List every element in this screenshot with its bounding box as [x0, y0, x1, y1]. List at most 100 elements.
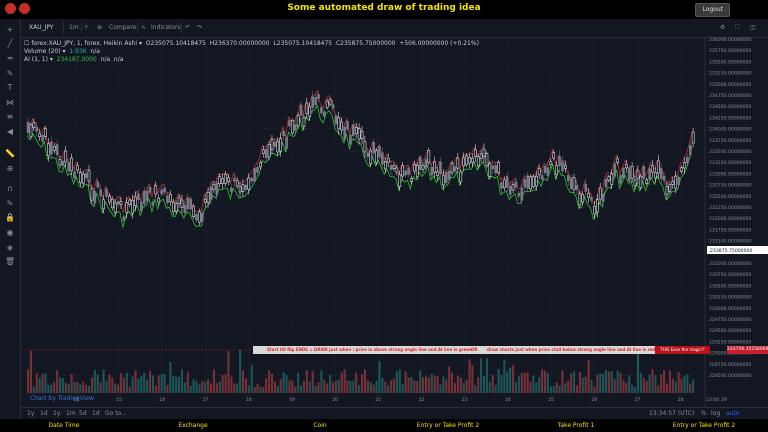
range-button[interactable]: 1y	[27, 410, 35, 417]
snapshot-icon[interactable]: ◫	[750, 24, 756, 31]
volume-bar	[424, 376, 427, 393]
candle-body	[526, 175, 529, 189]
volume-bar	[337, 379, 340, 393]
pattern-icon[interactable]: ⋈	[6, 98, 14, 107]
red-circle-icon[interactable]	[5, 3, 16, 14]
percent-toggle[interactable]: %	[701, 410, 707, 417]
candle-body	[424, 159, 428, 169]
logout-button[interactable]: Logout	[695, 3, 730, 17]
symbol-search[interactable]: XAU_JPY	[29, 24, 54, 31]
chart-type-icon[interactable]: ⫯	[85, 24, 88, 31]
trash-icon[interactable]: 🗑	[5, 257, 16, 266]
clock-display: 13:34:57 (UTC)	[649, 410, 695, 417]
candle-body	[471, 157, 474, 163]
lock-icon[interactable]: 🔒	[5, 213, 15, 222]
volume-bar	[180, 369, 184, 393]
log-toggle[interactable]: log	[711, 410, 721, 417]
arrow-icon[interactable]: ◀	[6, 127, 14, 136]
range-button[interactable]: 1d	[40, 410, 48, 417]
brush-icon[interactable]: ✎	[6, 69, 14, 78]
volume-bar	[384, 381, 387, 393]
text-icon[interactable]: T	[7, 83, 13, 92]
magnet-icon[interactable]: ∩	[7, 184, 13, 193]
candle-body	[84, 173, 88, 179]
candle-body	[569, 178, 573, 190]
crosshair-icon[interactable]: +	[6, 25, 14, 34]
lock-drawing-icon[interactable]: ✎	[6, 199, 14, 208]
volume-bar	[361, 374, 364, 393]
volume-legend[interactable]: Volume (20) ▾ 1.93K n/a	[24, 48, 100, 55]
goto-button[interactable]: Go to...	[105, 410, 127, 417]
volume-bar	[85, 384, 88, 393]
candle-body	[633, 179, 637, 186]
settings-icon[interactable]: ⚙	[720, 24, 726, 31]
price-tick-label: 236000.00000000	[709, 37, 751, 43]
volume-bar	[657, 385, 660, 393]
candle-body	[662, 175, 666, 181]
volume-bar	[128, 386, 131, 393]
volume-bar	[178, 377, 181, 393]
chart-widget[interactable]: + ╱ ═ ✎ T ⋈ ≡ ◀ 📏 ⊕ ∩ ✎ 🔒 ◉ ◈ 🗑 XAU_JPY …	[0, 19, 768, 419]
col-entry-tp2-b: Entry or Take Profit 2	[672, 422, 736, 429]
volume-bar	[186, 372, 189, 393]
candle-body	[459, 171, 463, 183]
volume-bar	[459, 377, 462, 393]
volume-bar	[273, 381, 276, 393]
volume-bar	[497, 368, 500, 393]
indicators-button[interactable]: Indicators	[151, 24, 181, 31]
volume-bar	[584, 376, 587, 393]
candle-body	[375, 150, 378, 164]
range-button[interactable]: 1m	[66, 410, 76, 417]
volume-bar	[195, 381, 198, 393]
ruler-icon[interactable]: 📏	[5, 149, 15, 158]
fib-icon[interactable]: ≡	[6, 112, 14, 121]
volume-bar	[146, 379, 149, 393]
redo-icon[interactable]: ↷	[197, 24, 203, 31]
zoom-icon[interactable]: ⊕	[6, 164, 14, 173]
candle-body	[108, 195, 111, 203]
layers-icon[interactable]: ◈	[6, 243, 14, 252]
volume-bar	[453, 383, 457, 393]
volume-bar	[523, 372, 526, 393]
volume-bar	[663, 370, 666, 393]
compare-icon[interactable]: ⊕	[97, 24, 103, 31]
volume-bar	[517, 375, 520, 393]
volume-bar	[282, 371, 285, 393]
auto-toggle[interactable]: auto	[726, 410, 740, 417]
volume-bar	[468, 359, 471, 393]
red-circle-icon-2[interactable]	[19, 3, 30, 14]
volume-bar	[575, 385, 579, 393]
candle-body	[340, 121, 344, 131]
candle-body	[247, 177, 251, 190]
price-tick-label: 232000.00000000	[709, 216, 751, 222]
interval-button[interactable]: 1m	[69, 24, 79, 31]
time-tick-label: 22	[419, 397, 425, 403]
volume-label: Volume (20)	[24, 48, 61, 55]
candle-body	[555, 164, 558, 176]
candle-body	[250, 177, 253, 182]
volume-bar	[358, 384, 361, 393]
undo-icon[interactable]: ↶	[185, 24, 191, 31]
indicators-icon[interactable]: ∿	[141, 24, 147, 31]
candle-body	[500, 182, 503, 189]
candle-body	[273, 141, 277, 147]
candle-body	[171, 201, 175, 213]
fullscreen-icon[interactable]: ⛶	[735, 24, 740, 31]
volume-bar	[564, 383, 567, 393]
candle-body	[174, 203, 178, 212]
candle-body	[587, 192, 590, 198]
range-button[interactable]: 1y	[53, 410, 61, 417]
candle-body	[44, 128, 47, 137]
eye-icon[interactable]: ◉	[6, 228, 14, 237]
range-button[interactable]: 5d	[79, 410, 87, 417]
range-button[interactable]: 1d	[92, 410, 100, 417]
volume-bar	[270, 373, 274, 393]
volume-bar	[166, 384, 169, 393]
compare-button[interactable]: Compare	[109, 24, 137, 31]
volume-bar	[35, 373, 38, 393]
candle-body	[433, 161, 436, 173]
tradingview-logo[interactable]: Chart by TradingView	[30, 395, 94, 402]
horizontal-line-icon[interactable]: ═	[7, 54, 13, 63]
trend-line-icon[interactable]: ╱	[7, 39, 13, 48]
ai-legend[interactable]: AI (1, 1) ▾ 234187.0000 n/a n/a	[24, 56, 124, 63]
